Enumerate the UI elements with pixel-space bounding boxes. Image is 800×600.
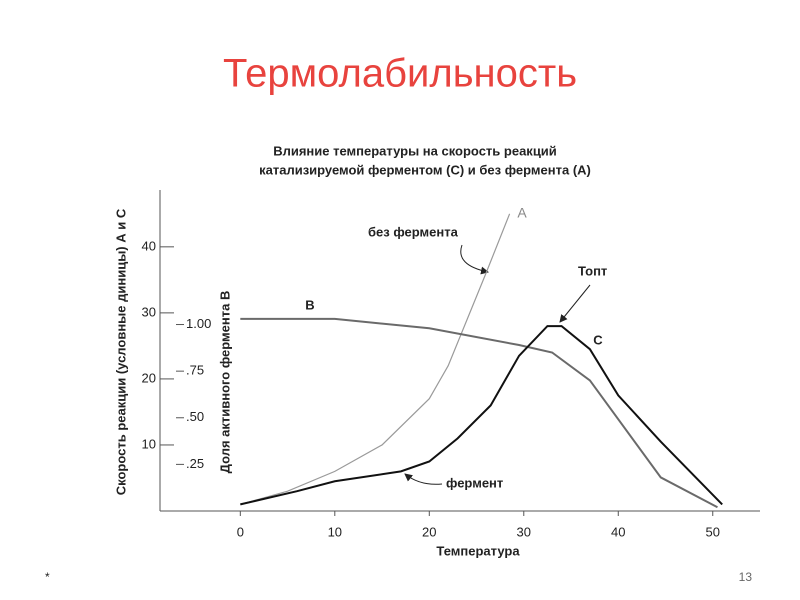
- x-tick-label: 20: [422, 524, 436, 539]
- chart-panel: [96, 120, 764, 562]
- series-label: В: [305, 297, 314, 312]
- series-line: [240, 317, 718, 509]
- y2-tick-label: .50: [186, 409, 204, 424]
- y-axis-label: Скорость реакции (условные диницы) А и С: [113, 208, 128, 495]
- y2-axis-label: Доля активного фермента В: [217, 291, 232, 474]
- y2-tick-label: .25: [186, 456, 204, 471]
- annotation-arrow: [559, 284, 591, 323]
- annotation-arrow: [460, 244, 489, 275]
- y-tick-label: 30: [142, 304, 156, 319]
- x-tick-label: 40: [611, 524, 625, 539]
- y-tick-label: 10: [142, 436, 156, 451]
- x-tick-label: 50: [706, 524, 720, 539]
- chart-title: Влияние температуры на скорость реакций: [273, 143, 557, 158]
- y2-tick-label: 1.00: [186, 316, 211, 331]
- annotation: Топт: [578, 263, 607, 278]
- annotation-arrow: [404, 473, 443, 485]
- chart-subtitle: катализируемой ферментом (С) и без ферме…: [259, 162, 591, 177]
- series-label: А: [517, 205, 527, 221]
- series-line: [240, 213, 511, 505]
- slide-title: Термолабильность: [223, 52, 577, 96]
- y-tick-label: 40: [142, 238, 156, 253]
- x-tick-label: 0: [237, 524, 244, 539]
- series-label: С: [593, 332, 603, 347]
- annotation: без фермента: [368, 224, 459, 239]
- page-number: 13: [739, 570, 753, 584]
- x-tick-label: 30: [517, 524, 531, 539]
- x-tick-label: 10: [328, 524, 342, 539]
- annotation: фермент: [446, 475, 503, 490]
- y2-tick-label: .75: [186, 363, 204, 378]
- x-axis-label: Температура: [436, 543, 520, 558]
- series-line: [240, 325, 723, 506]
- y-tick-label: 20: [142, 370, 156, 385]
- footer-left: *: [45, 570, 50, 584]
